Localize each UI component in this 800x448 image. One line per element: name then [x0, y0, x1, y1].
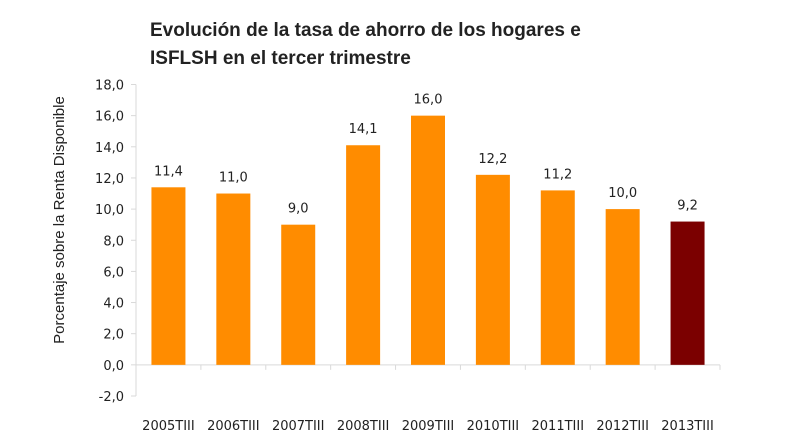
y-tick-label: 4,0 [103, 297, 124, 312]
x-tick-label: 2011TIII [532, 419, 585, 434]
x-tick-label: 2009TIII [402, 419, 455, 434]
bar-2007TIII [281, 224, 316, 365]
bar-2013TIII [670, 221, 705, 365]
x-tick-label: 2007TIII [272, 419, 325, 434]
y-tick-label: 18,0 [95, 79, 124, 94]
axes: 18,0 16,0 14,0 12,0 10,0 8,0 6,0 4,0 2,0 0,0 -2,0 2… [95, 79, 721, 434]
data-label: 12,2 [478, 152, 507, 167]
x-tick-label: 2013TIII [661, 419, 714, 434]
x-tick-label: 2010TIII [467, 419, 520, 434]
data-label: 10,0 [608, 186, 637, 201]
data-label: 16,0 [414, 93, 443, 108]
y-tick-label: 10,0 [95, 203, 124, 218]
data-label: 11,0 [219, 171, 248, 186]
x-tick-label: 2008TIII [337, 419, 390, 434]
y-tick-label: 8,0 [103, 234, 124, 249]
x-tick-label: 2012TIII [596, 419, 649, 434]
x-tick-label: 2006TIII [207, 419, 260, 434]
y-tick-label: 2,0 [103, 328, 124, 343]
bar-2006TIII [216, 193, 251, 365]
data-label: 9,2 [677, 199, 698, 214]
bars: 11,4 11,0 9,0 14,1 16,0 12,2 11,2 10,0 9,2 [151, 93, 705, 365]
y-tick-label: 14,0 [95, 141, 124, 156]
data-label: 9,0 [288, 202, 309, 217]
y-tick-label: 16,0 [95, 110, 124, 125]
y-tick-label: 6,0 [103, 265, 124, 280]
y-tick-label: -2,0 [99, 390, 124, 405]
bar-2010TIII [475, 174, 510, 365]
data-label: 11,2 [543, 167, 572, 182]
bar-2009TIII [411, 115, 445, 365]
bar-2005TIII [151, 187, 186, 365]
bar-2012TIII [605, 209, 640, 365]
y-tick-label: 0,0 [103, 359, 124, 374]
bar-2011TIII [540, 190, 575, 365]
chart-title-line-1: Evolución de la tasa de ahorro de los ho… [150, 20, 581, 41]
data-label: 11,4 [154, 164, 183, 179]
data-label: 14,1 [349, 122, 378, 137]
chart-title-line-2: ISFLSH en el tercer trimestre [150, 48, 411, 69]
x-tick-label: 2005TIII [142, 419, 195, 434]
y-axis-label: Porcentaje sobre la Renta Disponible [51, 96, 68, 344]
bar-2008TIII [346, 145, 381, 365]
y-tick-label: 12,0 [95, 172, 124, 187]
